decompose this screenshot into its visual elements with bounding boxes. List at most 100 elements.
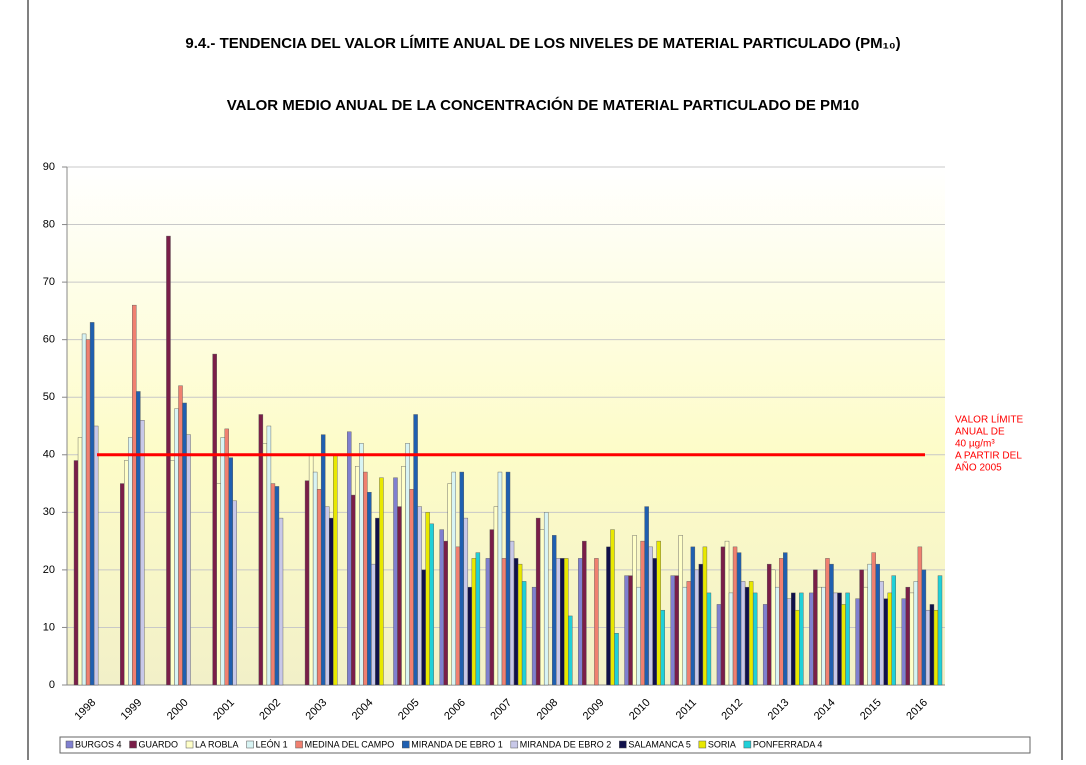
legend-swatch (129, 740, 137, 749)
bar (632, 535, 637, 686)
bar (859, 569, 864, 686)
bar (521, 581, 527, 686)
bar (178, 385, 183, 686)
legend-label: SORIA (708, 739, 736, 749)
legend-swatch (743, 740, 752, 749)
legend-label: MIRANDA DE EBRO 1 (411, 739, 503, 749)
bar (485, 558, 491, 686)
bar (686, 581, 692, 686)
bar (556, 558, 561, 686)
bar (891, 575, 896, 686)
legend-label: MEDINA DEL CAMPO (305, 739, 395, 749)
bar (397, 506, 402, 686)
bar (628, 575, 633, 686)
bar (81, 333, 87, 686)
bar (821, 586, 826, 686)
legend-label: GUARDO (139, 739, 179, 749)
bar (752, 592, 758, 686)
x-tick-label: 2009 (581, 697, 607, 723)
x-tick-label: 2004 (350, 697, 376, 723)
x-tick-label: 2003 (304, 697, 330, 723)
bar (690, 546, 696, 686)
page-title: 9.4.- TENDENCIA DEL VALOR LÍMITE ANUAL D… (185, 35, 900, 52)
bar (799, 592, 804, 686)
x-tick-label: 2008 (535, 697, 561, 723)
bar (228, 457, 233, 686)
bar (333, 454, 338, 686)
legend-label: MIRANDA DE EBRO 2 (520, 739, 612, 749)
bar (439, 529, 444, 686)
bar (736, 552, 742, 686)
bar (787, 598, 792, 686)
bar (660, 609, 665, 686)
x-tick-label: 2015 (858, 697, 884, 723)
bar (451, 471, 456, 686)
bar (278, 517, 284, 686)
bar (783, 552, 788, 686)
bar (351, 494, 356, 686)
bar (266, 425, 272, 686)
bar (128, 437, 133, 686)
x-tick-label: 2013 (766, 697, 792, 723)
bar (85, 339, 91, 686)
bar (312, 471, 318, 686)
legend-label: BURGOS 4 (75, 739, 122, 749)
bar (656, 540, 661, 686)
legend-swatch (402, 740, 410, 749)
legend-swatch (619, 740, 627, 749)
bar (582, 540, 587, 686)
bar (443, 540, 448, 686)
bar (905, 586, 911, 686)
bar (644, 506, 649, 686)
bar (359, 443, 364, 686)
bar (614, 633, 619, 686)
bar (347, 431, 352, 686)
bar (740, 581, 746, 686)
bar (375, 517, 380, 686)
bar (471, 558, 477, 686)
bar (467, 586, 473, 686)
bar (363, 471, 368, 686)
bar (182, 402, 187, 686)
bar (829, 563, 834, 686)
bar (425, 512, 430, 686)
bar (694, 569, 700, 686)
bar (543, 512, 549, 686)
bar (136, 391, 141, 686)
bar (845, 592, 850, 686)
bar (308, 454, 314, 686)
y-tick-label: 0 (49, 679, 55, 691)
bar (748, 581, 754, 686)
bar (863, 586, 868, 686)
bar (170, 460, 175, 686)
bar (73, 460, 79, 686)
bar (421, 569, 426, 686)
bar (606, 546, 611, 686)
bar (901, 598, 907, 686)
legend-swatch (246, 740, 254, 749)
y-tick-label: 10 (43, 621, 55, 633)
bar (262, 443, 268, 686)
bar (833, 592, 838, 686)
bar (716, 604, 722, 686)
bar (429, 523, 434, 686)
bar (89, 322, 95, 686)
legend-swatch (65, 740, 74, 749)
bar (220, 437, 225, 686)
bar (564, 558, 569, 686)
bar (212, 353, 217, 686)
bar (933, 609, 939, 686)
bar (648, 546, 653, 686)
bar (791, 592, 796, 686)
bar (489, 529, 495, 686)
bar (539, 529, 545, 686)
bar (837, 592, 842, 686)
x-tick-label: 2000 (165, 697, 191, 723)
bar (825, 558, 830, 686)
bar (216, 483, 221, 686)
bar (779, 558, 784, 686)
bar (531, 586, 537, 686)
bar (132, 304, 137, 686)
y-tick-label: 80 (43, 218, 55, 230)
